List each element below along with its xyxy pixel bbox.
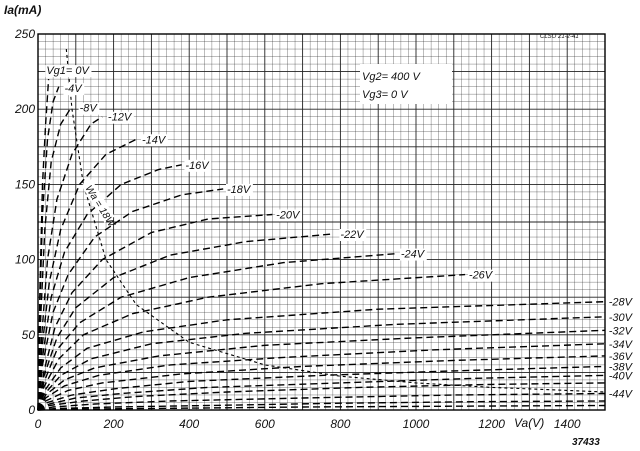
- series-label: -30V: [609, 312, 634, 324]
- series-label: -24V: [401, 249, 426, 261]
- series-label-box: [399, 248, 427, 261]
- series-line: [37, 86, 60, 411]
- series-label: Vg1= 0V: [46, 65, 90, 77]
- series-label-box: [78, 102, 100, 115]
- y-tick-label: 250: [14, 27, 35, 41]
- series-label-box: [607, 338, 635, 351]
- plot-frame: [37, 33, 606, 411]
- series-label-box: [45, 65, 92, 78]
- series-label-box: [106, 111, 134, 124]
- series-line: [37, 316, 606, 411]
- series-label: -8V: [80, 103, 99, 115]
- series-line: [37, 343, 606, 411]
- series-label-box: [275, 209, 303, 222]
- series-line: [37, 301, 606, 411]
- x-axis-label: Va(V): [514, 416, 544, 430]
- series-line: [37, 164, 182, 411]
- y-tick-label: 100: [15, 253, 35, 267]
- series-label-box: [607, 388, 635, 401]
- series-line: [37, 365, 606, 411]
- series-label: -40V: [609, 370, 634, 382]
- series-label-box: [607, 325, 635, 338]
- series-label-box: [607, 350, 635, 363]
- x-tick-label: 800: [330, 417, 350, 431]
- series-label: -22V: [340, 229, 365, 241]
- series-line-unlabeled: [37, 400, 606, 411]
- series-label: -16V: [185, 160, 210, 172]
- figure-number: 37433: [572, 437, 600, 448]
- series-label-box: [467, 269, 495, 282]
- series-label-box: [607, 311, 635, 324]
- x-tick-label: 1000: [403, 417, 430, 431]
- series-label: -26V: [469, 270, 494, 282]
- condition-vg3: Vg3= 0 V: [362, 89, 409, 101]
- y-axis-label: Ia(mA): [4, 3, 41, 17]
- x-tick-label: 200: [103, 417, 124, 431]
- locus-label-box: [81, 179, 115, 223]
- series-label-box: [607, 296, 635, 309]
- series-label-box: [607, 370, 635, 383]
- condition-vg2: Vg2= 400 V: [362, 71, 421, 83]
- series-label-box: [63, 83, 85, 96]
- series-line: [37, 116, 103, 411]
- series-line: [37, 213, 273, 411]
- series-label-box: [607, 361, 635, 374]
- series-line: [37, 252, 398, 411]
- series-label-box: [184, 159, 212, 172]
- tick-labels: 0 200 400 600 800 1000 1200 1400 0 50 100 150 200 250: [14, 27, 581, 431]
- curves: [37, 48, 606, 411]
- series-line: [37, 273, 466, 411]
- x-tick-label: 1200: [478, 417, 505, 431]
- y-tick-label: 200: [14, 102, 35, 116]
- series-line: [37, 392, 606, 411]
- y-tick-label: 150: [15, 177, 35, 191]
- series-labels: Vg1= 0V -4V -8V -12V -14V -16V -18V -20V -22V -24…: [45, 65, 635, 401]
- series-label: -36V: [609, 351, 634, 363]
- code-label: CLSO 21-2-41: [540, 34, 579, 40]
- series-line: [37, 374, 606, 411]
- series-label: -14V: [142, 134, 167, 146]
- y-tick-label: 0: [28, 403, 35, 417]
- series-line: [37, 108, 71, 411]
- series-label-box: [140, 134, 168, 147]
- series-line: [37, 233, 333, 411]
- axes: [37, 33, 606, 411]
- series-label: -34V: [609, 339, 634, 351]
- series-label: -44V: [609, 388, 634, 400]
- series-label: -38V: [609, 361, 634, 373]
- x-tick-label: 400: [179, 417, 199, 431]
- series-label-box: [339, 229, 367, 242]
- x-tick-label: 1400: [554, 417, 581, 431]
- series-label-box: [226, 183, 253, 196]
- y-tick-label: 50: [22, 328, 36, 342]
- condition-box: [360, 64, 452, 104]
- series-line-unlabeled: [37, 382, 606, 411]
- x-tick-label: 600: [255, 417, 275, 431]
- series-label: -28V: [609, 297, 634, 309]
- series-label: -32V: [609, 325, 634, 337]
- grid: [37, 33, 606, 411]
- series-label: -20V: [276, 209, 301, 221]
- x-tick-label: 0: [35, 417, 42, 431]
- series-label: -12V: [108, 112, 133, 124]
- series-line: [37, 355, 606, 411]
- series-label: -18V: [227, 184, 252, 196]
- series-line: [37, 138, 137, 411]
- dissipation-locus: [65, 48, 606, 393]
- series-label: -4V: [64, 83, 83, 95]
